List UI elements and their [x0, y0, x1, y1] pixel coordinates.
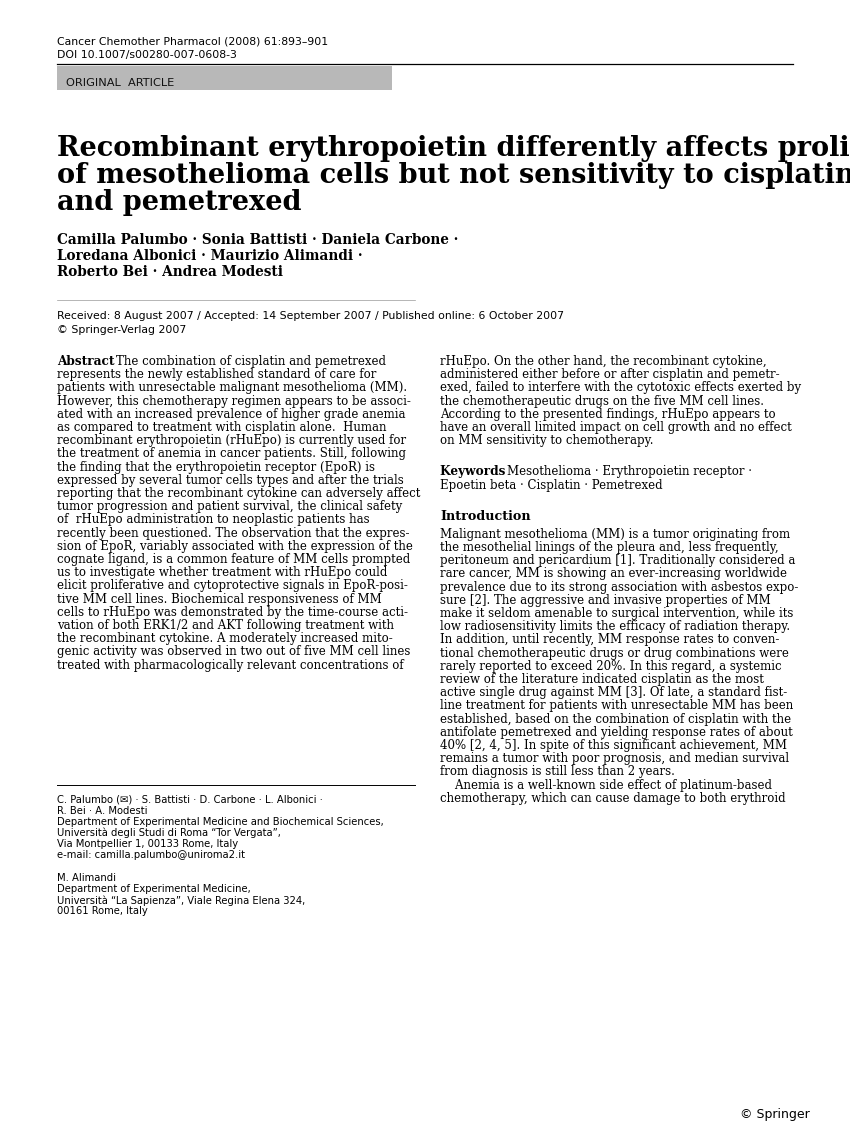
Text: However, this chemotherapy regimen appears to be associ-: However, this chemotherapy regimen appea… — [57, 394, 411, 408]
Text: vation of both ERK1/2 and AKT following treatment with: vation of both ERK1/2 and AKT following … — [57, 619, 394, 632]
Text: rarely reported to exceed 20%. In this regard, a systemic: rarely reported to exceed 20%. In this r… — [440, 660, 782, 672]
Text: from diagnosis is still less than 2 years.: from diagnosis is still less than 2 year… — [440, 765, 675, 779]
Text: rHuEpo. On the other hand, the recombinant cytokine,: rHuEpo. On the other hand, the recombina… — [440, 355, 767, 368]
Text: © Springer-Verlag 2007: © Springer-Verlag 2007 — [57, 325, 186, 334]
Text: tional chemotherapeutic drugs or drug combinations were: tional chemotherapeutic drugs or drug co… — [440, 646, 789, 660]
Text: DOI 10.1007/s00280-007-0608-3: DOI 10.1007/s00280-007-0608-3 — [57, 50, 237, 60]
Text: Received: 8 August 2007 / Accepted: 14 September 2007 / Published online: 6 Octo: Received: 8 August 2007 / Accepted: 14 S… — [57, 311, 564, 321]
Text: Anemia is a well-known side effect of platinum-based: Anemia is a well-known side effect of pl… — [440, 779, 772, 792]
Text: of mesothelioma cells but not sensitivity to cisplatin: of mesothelioma cells but not sensitivit… — [57, 162, 850, 189]
Text: low radiosensitivity limits the efficacy of radiation therapy.: low radiosensitivity limits the efficacy… — [440, 620, 790, 633]
Text: Malignant mesothelioma (MM) is a tumor originating from: Malignant mesothelioma (MM) is a tumor o… — [440, 528, 790, 541]
Text: antifolate pemetrexed and yielding response rates of about: antifolate pemetrexed and yielding respo… — [440, 725, 793, 739]
Text: the finding that the erythropoietin receptor (EpoR) is: the finding that the erythropoietin rece… — [57, 461, 375, 473]
Text: treated with pharmacologically relevant concentrations of: treated with pharmacologically relevant … — [57, 659, 404, 671]
Text: Recombinant erythropoietin differently affects proliferation: Recombinant erythropoietin differently a… — [57, 134, 850, 162]
Text: have an overall limited impact on cell growth and no effect: have an overall limited impact on cell g… — [440, 421, 791, 434]
Text: rare cancer, MM is showing an ever-increasing worldwide: rare cancer, MM is showing an ever-incre… — [440, 567, 787, 581]
Text: sure [2]. The aggressive and invasive properties of MM: sure [2]. The aggressive and invasive pr… — [440, 593, 771, 607]
Text: expressed by several tumor cells types and after the trials: expressed by several tumor cells types a… — [57, 473, 404, 487]
Text: on MM sensitivity to chemotherapy.: on MM sensitivity to chemotherapy. — [440, 434, 654, 447]
Text: Università “La Sapienza”, Viale Regina Elena 324,: Università “La Sapienza”, Viale Regina E… — [57, 895, 305, 905]
Text: peritoneum and pericardium [1]. Traditionally considered a: peritoneum and pericardium [1]. Traditio… — [440, 554, 796, 567]
Text: elicit proliferative and cytoprotective signals in EpoR-posi-: elicit proliferative and cytoprotective … — [57, 580, 408, 592]
Text: 40% [2, 4, 5]. In spite of this significant achievement, MM: 40% [2, 4, 5]. In spite of this signific… — [440, 739, 787, 751]
Text: of  rHuEpo administration to neoplastic patients has: of rHuEpo administration to neoplastic p… — [57, 513, 370, 527]
Text: represents the newly established standard of care for: represents the newly established standar… — [57, 368, 377, 381]
Text: M. Alimandi: M. Alimandi — [57, 873, 116, 883]
Text: © Springer: © Springer — [740, 1109, 810, 1121]
Bar — [57, 66, 392, 90]
Text: tive MM cell lines. Biochemical responsiveness of MM: tive MM cell lines. Biochemical responsi… — [57, 592, 382, 606]
Text: Cancer Chemother Pharmacol (2008) 61:893–901: Cancer Chemother Pharmacol (2008) 61:893… — [57, 36, 328, 46]
Text: The combination of cisplatin and pemetrexed: The combination of cisplatin and pemetre… — [116, 355, 386, 368]
Text: and pemetrexed: and pemetrexed — [57, 189, 302, 216]
Text: Keywords: Keywords — [440, 466, 518, 478]
Text: According to the presented findings, rHuEpo appears to: According to the presented findings, rHu… — [440, 408, 775, 420]
Text: Mesothelioma · Erythropoietin receptor ·: Mesothelioma · Erythropoietin receptor · — [507, 466, 752, 478]
Text: Department of Experimental Medicine and Biochemical Sciences,: Department of Experimental Medicine and … — [57, 817, 383, 827]
Text: Università degli Studi di Roma “Tor Vergata”,: Università degli Studi di Roma “Tor Verg… — [57, 828, 280, 838]
Text: exed, failed to interfere with the cytotoxic effects exerted by: exed, failed to interfere with the cytot… — [440, 382, 801, 394]
Text: Via Montpellier 1, 00133 Rome, Italy: Via Montpellier 1, 00133 Rome, Italy — [57, 838, 238, 849]
Text: R. Bei · A. Modesti: R. Bei · A. Modesti — [57, 806, 148, 816]
Text: Roberto Bei · Andrea Modesti: Roberto Bei · Andrea Modesti — [57, 266, 283, 279]
Text: active single drug against MM [3]. Of late, a standard fist-: active single drug against MM [3]. Of la… — [440, 686, 787, 699]
Text: recently been questioned. The observation that the expres-: recently been questioned. The observatio… — [57, 527, 410, 540]
Text: prevalence due to its strong association with asbestos expo-: prevalence due to its strong association… — [440, 581, 798, 593]
Text: make it seldom amenable to surgical intervention, while its: make it seldom amenable to surgical inte… — [440, 607, 793, 620]
Text: the mesothelial linings of the pleura and, less frequently,: the mesothelial linings of the pleura an… — [440, 541, 779, 554]
Text: In addition, until recently, MM response rates to conven-: In addition, until recently, MM response… — [440, 634, 779, 646]
Text: the recombinant cytokine. A moderately increased mito-: the recombinant cytokine. A moderately i… — [57, 632, 393, 645]
Text: ORIGINAL  ARTICLE: ORIGINAL ARTICLE — [66, 78, 174, 88]
Text: tumor progression and patient survival, the clinical safety: tumor progression and patient survival, … — [57, 501, 402, 513]
Text: us to investigate whether treatment with rHuEpo could: us to investigate whether treatment with… — [57, 566, 388, 580]
Text: e-mail: camilla.palumbo@uniroma2.it: e-mail: camilla.palumbo@uniroma2.it — [57, 850, 245, 860]
Text: C. Palumbo (✉) · S. Battisti · D. Carbone · L. Albonici ·: C. Palumbo (✉) · S. Battisti · D. Carbon… — [57, 796, 323, 805]
Text: ated with an increased prevalence of higher grade anemia: ated with an increased prevalence of hig… — [57, 408, 405, 420]
Text: chemotherapy, which can cause damage to both erythroid: chemotherapy, which can cause damage to … — [440, 792, 785, 805]
Text: cells to rHuEpo was demonstrated by the time-course acti-: cells to rHuEpo was demonstrated by the … — [57, 606, 408, 619]
Text: genic activity was observed in two out of five MM cell lines: genic activity was observed in two out o… — [57, 645, 411, 659]
Text: 00161 Rome, Italy: 00161 Rome, Italy — [57, 906, 148, 916]
Text: established, based on the combination of cisplatin with the: established, based on the combination of… — [440, 713, 791, 725]
Text: Epoetin beta · Cisplatin · Pemetrexed: Epoetin beta · Cisplatin · Pemetrexed — [440, 479, 663, 492]
Text: remains a tumor with poor prognosis, and median survival: remains a tumor with poor prognosis, and… — [440, 753, 789, 765]
Text: the chemotherapeutic drugs on the five MM cell lines.: the chemotherapeutic drugs on the five M… — [440, 394, 764, 408]
Text: recombinant erythropoietin (rHuEpo) is currently used for: recombinant erythropoietin (rHuEpo) is c… — [57, 434, 406, 447]
Text: Introduction: Introduction — [440, 510, 530, 523]
Text: Department of Experimental Medicine,: Department of Experimental Medicine, — [57, 884, 251, 894]
Text: sion of EpoR, variably associated with the expression of the: sion of EpoR, variably associated with t… — [57, 540, 413, 553]
Text: patients with unresectable malignant mesothelioma (MM).: patients with unresectable malignant mes… — [57, 382, 407, 394]
Text: Loredana Albonici · Maurizio Alimandi ·: Loredana Albonici · Maurizio Alimandi · — [57, 249, 363, 263]
Text: Abstract: Abstract — [57, 355, 128, 368]
Text: the treatment of anemia in cancer patients. Still, following: the treatment of anemia in cancer patien… — [57, 447, 406, 460]
Text: line treatment for patients with unresectable MM has been: line treatment for patients with unresec… — [440, 699, 793, 712]
Text: Camilla Palumbo · Sonia Battisti · Daniela Carbone ·: Camilla Palumbo · Sonia Battisti · Danie… — [57, 233, 458, 247]
Text: reporting that the recombinant cytokine can adversely affect: reporting that the recombinant cytokine … — [57, 487, 421, 499]
Text: administered either before or after cisplatin and pemetr-: administered either before or after cisp… — [440, 368, 779, 381]
Text: review of the literature indicated cisplatin as the most: review of the literature indicated cispl… — [440, 673, 764, 686]
Text: as compared to treatment with cisplatin alone.  Human: as compared to treatment with cisplatin … — [57, 421, 387, 434]
Text: cognate ligand, is a common feature of MM cells prompted: cognate ligand, is a common feature of M… — [57, 553, 411, 566]
